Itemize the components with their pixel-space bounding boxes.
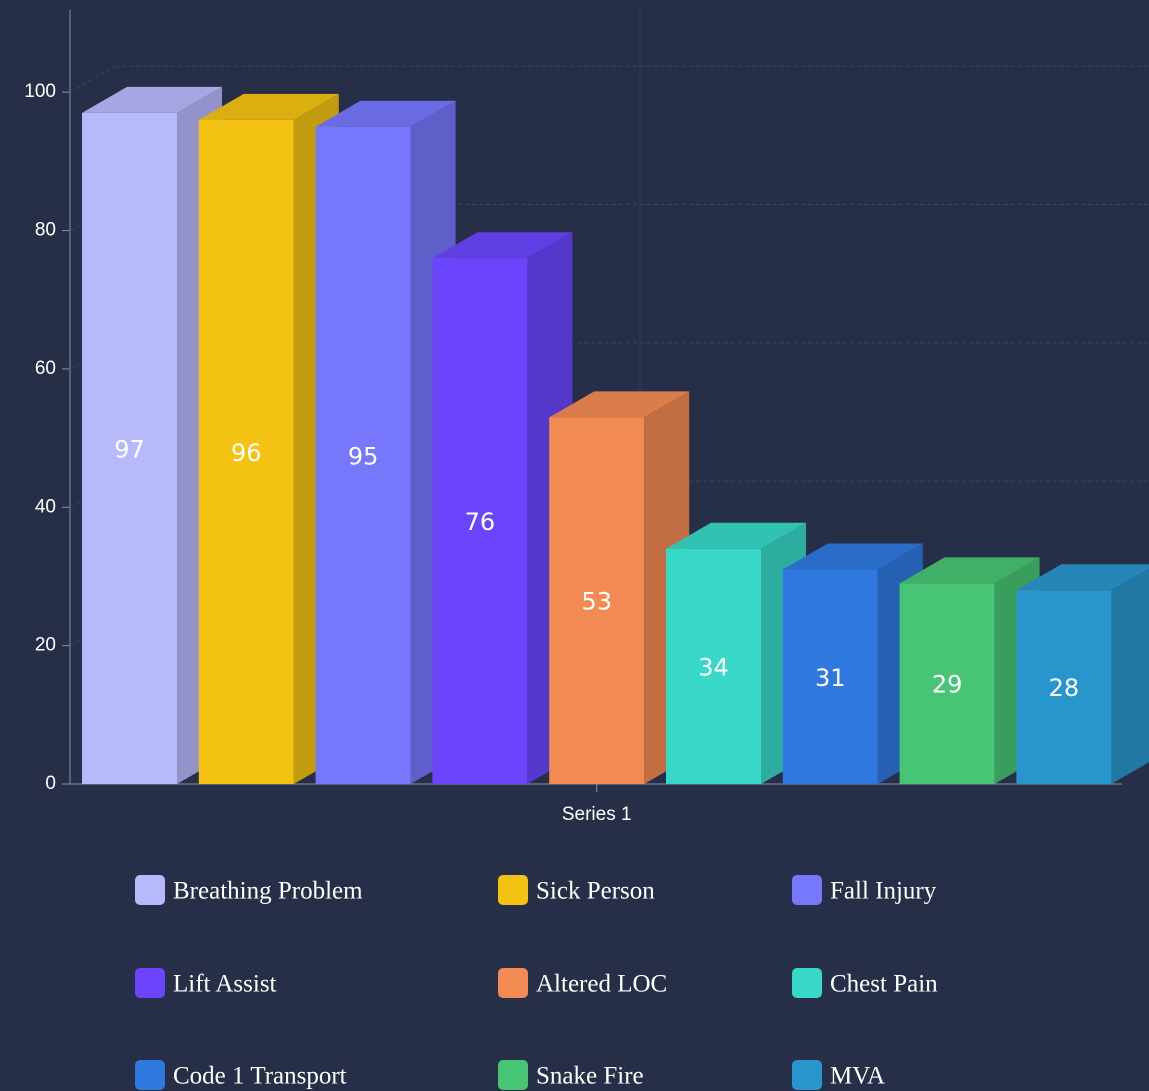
y-tick-label: 80 — [35, 220, 56, 241]
bar-top — [899, 557, 1040, 584]
grid-line — [69, 65, 116, 93]
legend-label: MVA — [830, 1063, 885, 1090]
bar-top — [666, 522, 806, 549]
value-label: 95 — [348, 442, 379, 470]
bar — [1016, 564, 1149, 784]
value-label: 29 — [932, 671, 963, 699]
bar-top — [198, 93, 339, 120]
legend-swatch — [498, 968, 528, 998]
legend-swatch — [792, 1060, 822, 1090]
y-tick-label: 40 — [35, 496, 56, 517]
legend-label: Lift Assist — [173, 971, 277, 998]
legend-swatch — [135, 968, 165, 998]
legend-label: Snake Fire — [536, 1063, 644, 1090]
bar-top — [82, 86, 222, 113]
value-label: 76 — [465, 508, 496, 536]
legend-item: MVA — [792, 1060, 885, 1090]
legend-item: Code 1 Transport — [135, 1060, 347, 1090]
y-tick-label: 20 — [35, 635, 56, 656]
legend-label: Breathing Problem — [173, 878, 363, 905]
legend-item: Breathing Problem — [135, 875, 363, 905]
legend-item: Lift Assist — [135, 968, 277, 998]
bar-side — [1111, 568, 1149, 784]
bar-front — [315, 126, 411, 785]
bar-front — [666, 548, 761, 784]
bar-top — [549, 391, 690, 418]
legend-swatch — [135, 1060, 165, 1090]
value-label: 97 — [114, 435, 145, 463]
bar-front — [899, 583, 995, 784]
legend-item: Fall Injury — [792, 875, 937, 905]
y-tick-label: 100 — [24, 81, 56, 102]
legend-item: Snake Fire — [498, 1060, 644, 1090]
x-tick-label: Series 1 — [562, 804, 632, 825]
bar-front — [549, 417, 645, 784]
legend-swatch — [135, 875, 165, 905]
legend-label: Sick Person — [536, 878, 655, 905]
bar-front — [198, 119, 294, 784]
value-label: 28 — [1049, 674, 1080, 702]
legend-label: Chest Pain — [830, 971, 938, 998]
bar-top — [315, 100, 456, 127]
value-label: 31 — [815, 664, 846, 692]
bar-top — [1016, 564, 1149, 591]
legend-swatch — [498, 875, 528, 905]
y-tick-label: 0 — [45, 773, 56, 794]
legend-swatch — [498, 1060, 528, 1090]
legend-item: Altered LOC — [498, 968, 667, 998]
legend-swatch — [792, 968, 822, 998]
legend-label: Altered LOC — [536, 971, 667, 998]
legend-swatch — [792, 875, 822, 905]
value-label: 34 — [698, 653, 729, 681]
legend-label: Fall Injury — [830, 878, 937, 905]
value-label: 53 — [581, 588, 612, 616]
bar-top — [782, 543, 923, 570]
bar-front — [432, 258, 528, 785]
value-label: 96 — [231, 439, 262, 467]
legend-item: Sick Person — [498, 875, 655, 905]
y-tick-label: 60 — [35, 358, 56, 379]
bar-front — [1016, 590, 1112, 784]
legend-label: Code 1 Transport — [173, 1063, 347, 1090]
legend-item: Chest Pain — [792, 968, 938, 998]
bar-front — [82, 112, 177, 785]
bar-front — [782, 569, 878, 784]
bar-top — [432, 232, 573, 259]
